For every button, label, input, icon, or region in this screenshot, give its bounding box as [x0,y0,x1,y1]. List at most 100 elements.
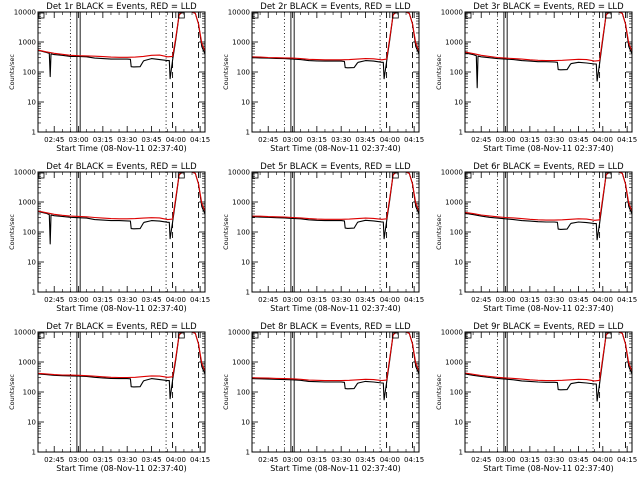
x-tick-label: 03:30 [331,296,351,304]
series-line-lld [38,332,205,379]
y-tick-label: 1000 [18,359,36,367]
y-tick-label: 1 [459,449,463,457]
x-tick-label: 02:45 [471,296,491,304]
y-tick-label: 10000 [441,169,463,177]
y-axis-label: Counts/sec [435,214,443,250]
y-tick-label: 10 [241,99,250,107]
detector-panel-5: Det 5r BLACK = Events, RED = LLD 1 10 100 10… [222,162,424,313]
axes-frame [464,331,633,453]
corner-marker [465,12,472,19]
x-tick-label: 03:00 [282,296,302,304]
axes-frame [464,171,633,293]
series-line-lld [252,12,419,61]
x-tick-label: 03:30 [544,456,564,464]
axes-frame [37,331,206,453]
detector-panel-7: Det 7r BLACK = Events, RED = LLD 1 10 100 10… [8,322,210,473]
axes-frame [251,331,420,453]
y-axis-label: Counts/sec [222,214,230,250]
corner-marker [252,172,259,179]
x-tick-label: 04:15 [404,456,424,464]
x-tick-label: 03:15 [93,296,113,304]
y-tick-label: 10 [241,259,250,267]
x-tick-label: 02:45 [258,296,278,304]
corner-marker [38,332,45,339]
y-tick-label: 10 [454,99,463,107]
peak-marker [391,172,399,179]
x-tick-label: 04:15 [617,296,637,304]
series-line-events [252,12,419,80]
x-tick-label: 02:45 [258,136,278,144]
axes-frame [464,11,633,133]
x-tick-label: 04:15 [617,456,637,464]
x-axis-label: Start Time (08-Nov-11 02:37:40) [56,464,186,473]
y-tick-label: 100 [237,229,250,237]
y-tick-label: 100 [237,69,250,77]
y-tick-label: 10000 [14,9,36,17]
x-tick-label: 02:45 [44,296,64,304]
series-line-events [465,172,632,241]
y-axis-label: Counts/sec [222,374,230,410]
x-tick-label: 03:30 [117,296,137,304]
y-tick-label: 1000 [232,39,250,47]
y-tick-label: 10 [27,419,36,427]
x-tick-label: 04:00 [166,456,186,464]
y-tick-label: 100 [450,69,463,77]
series-group [38,12,205,80]
series-line-events [252,172,419,240]
x-tick-label: 03:00 [68,456,88,464]
series-line-events [465,12,632,89]
panel-title: Det 4r BLACK = Events, RED = LLD [46,162,197,172]
x-tick-label: 03:45 [141,296,161,304]
panel-title: Det 8r BLACK = Events, RED = LLD [260,322,411,332]
x-tick-label: 02:45 [258,456,278,464]
x-tick-label: 03:15 [307,456,327,464]
peak-marker [391,12,399,19]
detector-panel-9: Det 9r BLACK = Events, RED = LLD 1 10 100 10… [435,322,637,473]
peak-marker [604,172,612,179]
x-tick-label: 03:45 [568,136,588,144]
detector-panel-1: Det 1r BLACK = Events, RED = LLD 1 10 100 10… [8,2,210,153]
peak-marker [604,12,612,19]
x-tick-label: 03:15 [520,136,540,144]
x-tick-label: 03:00 [282,136,302,144]
peak-marker [391,332,399,339]
peak-marker [177,332,185,339]
x-tick-label: 04:15 [617,136,637,144]
y-tick-label: 100 [450,389,463,397]
detector-panel-3: Det 3r BLACK = Events, RED = LLD 1 10 100 10… [435,2,637,153]
series-line-lld [465,12,632,62]
detector-panel-2: Det 2r BLACK = Events, RED = LLD 1 10 100 10… [222,2,424,153]
peak-marker [177,12,185,19]
peak-marker [604,332,612,339]
y-axis-label: Counts/sec [8,54,16,90]
x-tick-label: 03:30 [544,296,564,304]
y-tick-label: 100 [23,389,36,397]
x-axis-label: Start Time (08-Nov-11 02:37:40) [270,464,400,473]
y-axis-label: Counts/sec [435,54,443,90]
series-line-lld [252,332,419,382]
x-tick-label: 03:45 [355,456,375,464]
x-tick-label: 04:15 [404,296,424,304]
series-group [252,332,419,401]
detector-panel-8: Det 8r BLACK = Events, RED = LLD 1 10 100 10… [222,322,424,473]
series-line-events [38,172,205,245]
series-group [252,172,419,240]
y-tick-label: 1 [246,449,250,457]
x-tick-label: 04:15 [404,136,424,144]
panel-title: Det 6r BLACK = Events, RED = LLD [473,162,624,172]
x-tick-label: 04:00 [380,456,400,464]
x-tick-label: 03:15 [520,456,540,464]
y-tick-label: 1000 [232,359,250,367]
panel-title: Det 5r BLACK = Events, RED = LLD [260,162,411,172]
y-tick-label: 1 [246,129,250,137]
x-tick-label: 03:15 [93,136,113,144]
y-tick-label: 10 [454,259,463,267]
x-tick-label: 03:00 [495,456,515,464]
x-tick-label: 02:45 [44,456,64,464]
y-tick-label: 1000 [445,199,463,207]
x-tick-label: 02:45 [471,456,491,464]
y-axis-label: Counts/sec [8,374,16,410]
panel-title: Det 3r BLACK = Events, RED = LLD [473,2,624,12]
